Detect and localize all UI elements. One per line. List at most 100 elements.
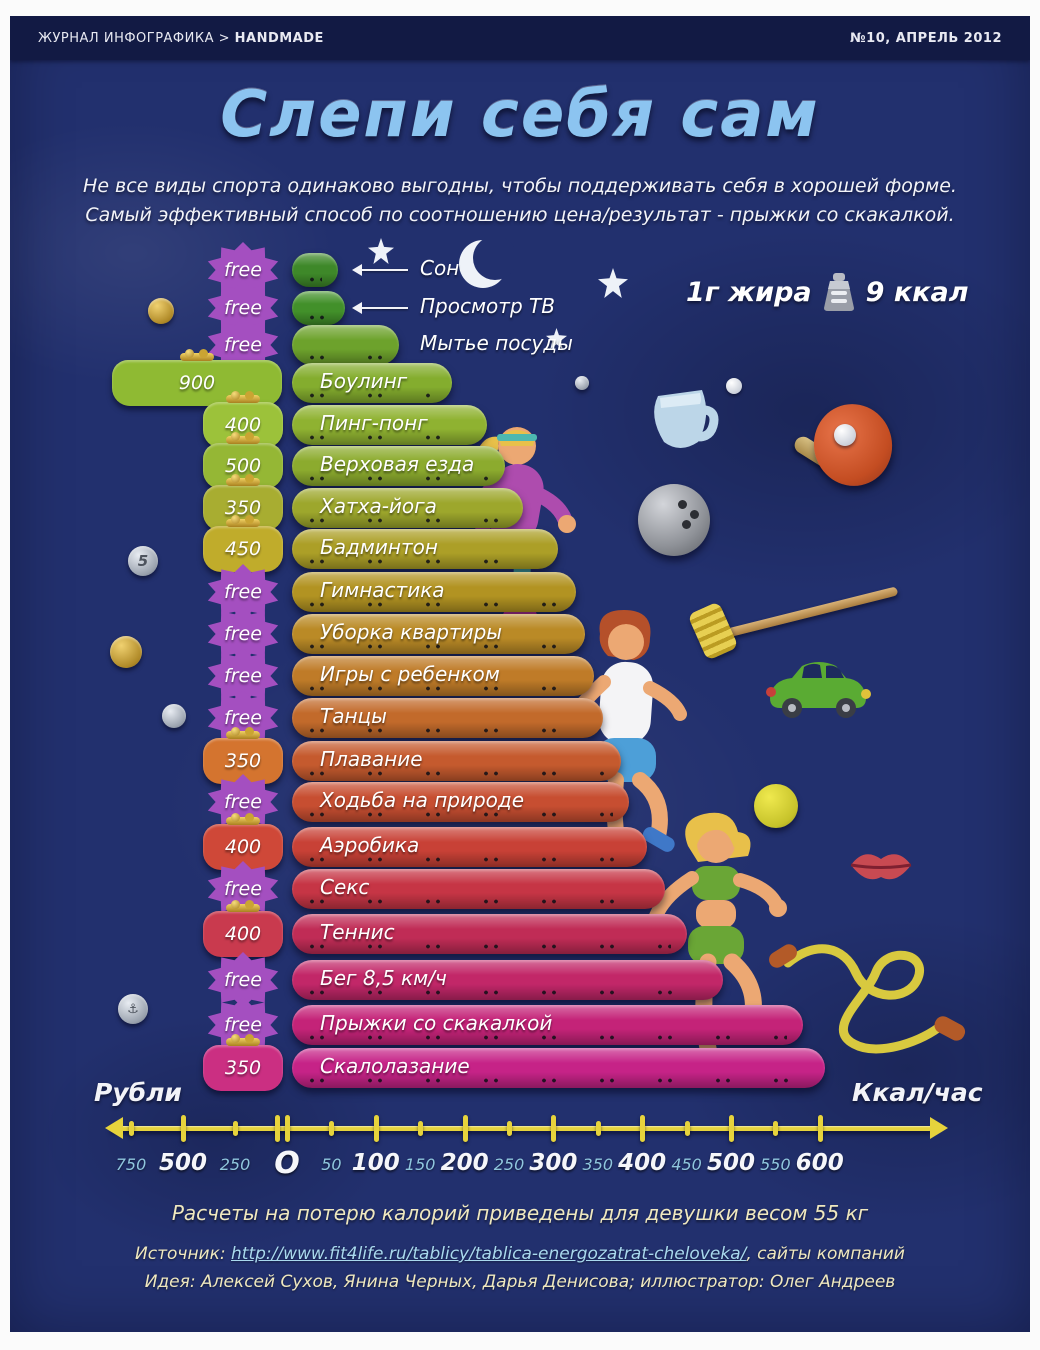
stitch-dots <box>308 601 560 608</box>
axis-tick <box>507 1120 512 1136</box>
axis-tick-label: 500 <box>158 1150 208 1176</box>
price-label: 400 <box>224 923 262 945</box>
price-label: free <box>224 259 262 281</box>
lips-icon <box>850 854 912 880</box>
page-title: Слепи себя сам <box>220 78 820 152</box>
axis-tick <box>418 1120 424 1136</box>
stitch-dots <box>308 434 471 441</box>
activity-bar: Бадминтон <box>292 529 558 569</box>
activity-label: Уборка квартиры <box>320 620 503 645</box>
price-badge: 500 <box>203 432 283 489</box>
stitch-dots <box>308 314 329 321</box>
fat-equation-left: 1г жира <box>686 276 812 308</box>
stitch-dots <box>308 517 507 524</box>
activity-bar: Уборка квартиры <box>292 614 585 654</box>
stitch-dots <box>308 856 631 863</box>
axis-tick-label: 450 <box>671 1155 702 1174</box>
stitch-dots <box>308 811 613 818</box>
axis-tick-label: 50 <box>321 1155 342 1174</box>
gold-coin-icon <box>110 636 142 668</box>
price-label: 450 <box>224 538 262 560</box>
activity-bar: Секс <box>292 869 665 909</box>
source-link[interactable]: http://www.fit4life.ru/tablicy/tablica-e… <box>231 1244 747 1264</box>
activity-label: Игры с ребенком <box>320 662 500 687</box>
activity-bar: Теннис <box>292 914 687 954</box>
stitch-dots <box>308 392 436 399</box>
activity-label: Верховая езда <box>320 452 475 477</box>
activity-bar <box>292 253 338 287</box>
activity-bar <box>292 325 399 365</box>
gold-coin-icon <box>148 298 174 324</box>
activity-bar: Бег 8,5 км/ч <box>292 960 723 1000</box>
stitch-dots <box>308 1077 809 1084</box>
axis-tick-label: 400 <box>618 1150 667 1176</box>
axis-tick <box>684 1120 690 1136</box>
activity-label: Боулинг <box>320 369 408 394</box>
axis-tick-label: 500 <box>706 1150 756 1176</box>
activity-label: Гимнастика <box>320 578 445 603</box>
activity-label: Скалолазание <box>320 1054 470 1079</box>
subtitle-line2: Самый эффективный способ по соотношению … <box>85 204 955 226</box>
axis-tick-label: 550 <box>760 1155 791 1174</box>
activity-bar: Верховая езда <box>292 446 505 486</box>
stitch-dots <box>308 685 578 692</box>
infographic-canvas: ЖУРНАЛ ИНФОГРАФИКА > HANDMADE №10, АПРЕЛ… <box>10 16 1030 1332</box>
table-tennis-racket-icon <box>791 396 902 512</box>
price-label: free <box>224 1014 262 1036</box>
stitch-dots <box>308 770 605 777</box>
silver-coin-icon: ⚓ <box>118 994 148 1024</box>
price-label: 900 <box>178 372 216 394</box>
kcal-axis-label: Ккал/час <box>852 1078 983 1107</box>
axis-tick <box>640 1114 646 1142</box>
price-label: free <box>224 707 262 729</box>
magazine-name: ЖУРНАЛ ИНФОГРАФИКА > HANDMADE <box>38 31 324 46</box>
price-label: free <box>224 334 262 356</box>
price-label: 350 <box>224 750 262 772</box>
activity-bar: Ходьба на природе <box>292 782 629 822</box>
source-line: Источник: http://www.fit4life.ru/tablicy… <box>10 1244 1030 1264</box>
axis-tick <box>233 1120 238 1136</box>
activity-label: Мытье посуды <box>420 331 573 355</box>
star-icon <box>546 328 567 349</box>
activity-label: Теннис <box>320 920 395 945</box>
axis-tick <box>275 1114 280 1142</box>
price-label: free <box>224 665 262 687</box>
axis-tick <box>285 1114 290 1142</box>
activity-label: Пинг-понг <box>320 411 428 436</box>
price-label: free <box>224 969 262 991</box>
stitch-dots <box>308 643 569 650</box>
activity-label: Аэробика <box>320 833 420 858</box>
calculation-note: Расчеты на потерю калорий приведены для … <box>171 1201 869 1225</box>
source-prefix: Источник: <box>135 1244 232 1264</box>
magazine-name-text: ЖУРНАЛ ИНФОГРАФИКА > <box>38 30 235 46</box>
bowling-ball-icon <box>638 484 710 556</box>
activity-bar <box>292 291 345 325</box>
tennis-ball-icon <box>754 784 798 828</box>
issue-label: №10, АПРЕЛЬ 2012 <box>850 30 1002 46</box>
axis-tick-label: 200 <box>440 1150 489 1176</box>
axis-tick <box>773 1120 779 1136</box>
axis-tick-label: 750 <box>115 1155 147 1174</box>
axis-tick-label: O <box>274 1146 300 1181</box>
axis-tick-label: 250 <box>493 1155 525 1174</box>
axis-tick-label: 100 <box>351 1150 400 1176</box>
price-label: free <box>224 791 262 813</box>
activity-bar: Игры с ребенком <box>292 656 594 696</box>
activity-bar: Боулинг <box>292 363 452 403</box>
axis-tick <box>129 1120 134 1136</box>
activity-bar: Скалолазание <box>292 1048 825 1088</box>
stitch-dots <box>308 943 671 950</box>
axis-tick-label: 250 <box>219 1155 251 1174</box>
credits-line: Идея: Алексей Сухов, Янина Черных, Дарья… <box>144 1272 896 1292</box>
axis-tick <box>462 1114 468 1142</box>
activity-bar: Прыжки со скакалкой <box>292 1005 803 1045</box>
activity-label: Ходьба на природе <box>320 788 525 813</box>
axis-tick <box>373 1114 379 1142</box>
stitch-dots <box>308 727 587 734</box>
subtitle-line1: Не все виды спорта одинаково выгодны, чт… <box>83 175 957 197</box>
silver-coin-icon: 5 <box>128 546 158 576</box>
activity-label: Танцы <box>320 704 387 729</box>
price-label: 500 <box>224 455 262 477</box>
activity-label: Хатха-йога <box>320 494 437 519</box>
